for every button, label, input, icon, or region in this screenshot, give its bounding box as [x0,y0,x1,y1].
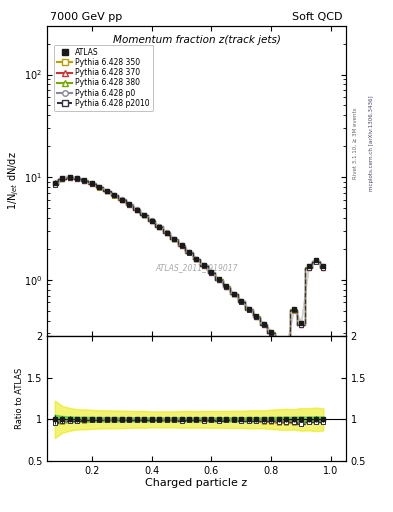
X-axis label: Charged particle z: Charged particle z [145,478,248,488]
Y-axis label: Ratio to ATLAS: Ratio to ATLAS [15,368,24,429]
Text: 7000 GeV pp: 7000 GeV pp [50,12,122,23]
Text: ATLAS_2011_I919017: ATLAS_2011_I919017 [155,264,238,272]
Text: Momentum fraction z(track jets): Momentum fraction z(track jets) [112,35,281,45]
Y-axis label: 1/N$_{jet}$ dN/dz: 1/N$_{jet}$ dN/dz [7,152,21,210]
Text: mcplots.cern.ch [arXiv:1306.3436]: mcplots.cern.ch [arXiv:1306.3436] [369,96,374,191]
Legend: ATLAS, Pythia 6.428 350, Pythia 6.428 370, Pythia 6.428 380, Pythia 6.428 p0, Py: ATLAS, Pythia 6.428 350, Pythia 6.428 37… [54,45,153,111]
Text: Soft QCD: Soft QCD [292,12,343,23]
Text: Rivet 3.1.10, ≥ 3M events: Rivet 3.1.10, ≥ 3M events [353,108,358,179]
